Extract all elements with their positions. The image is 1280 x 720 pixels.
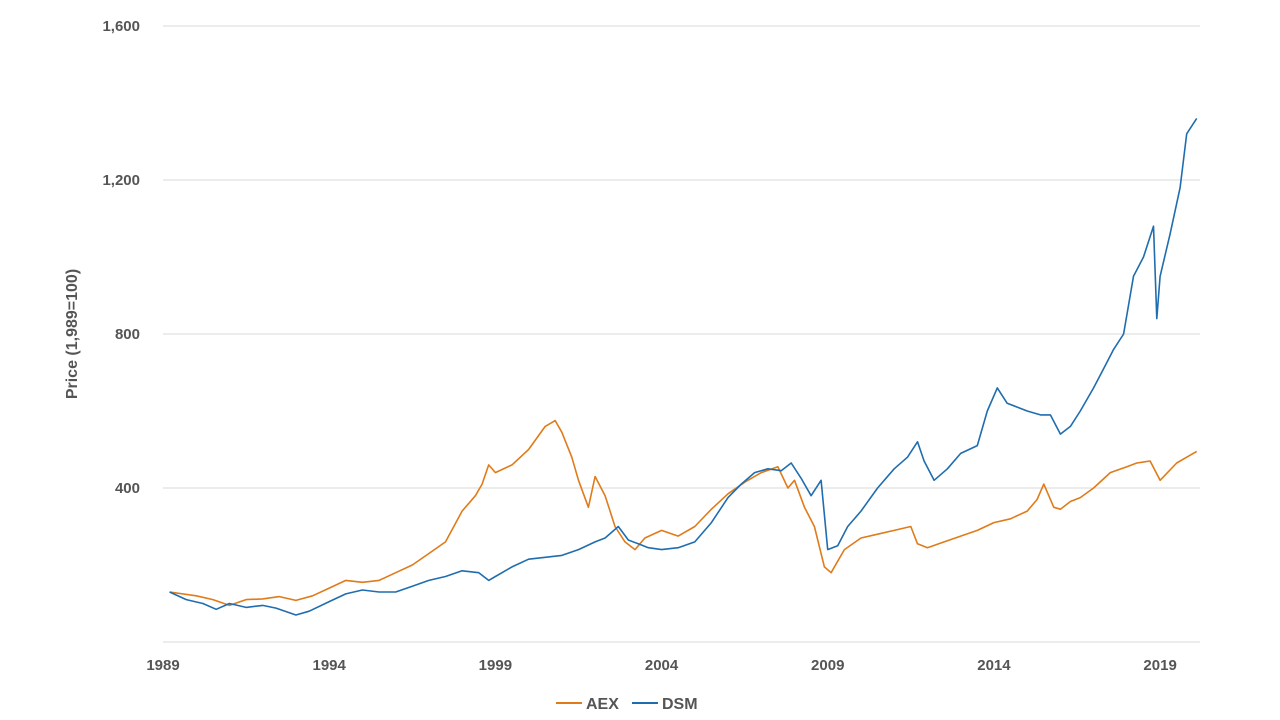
legend: AEX DSM bbox=[556, 696, 698, 713]
series-line-dsm bbox=[169, 117, 1198, 616]
x-tick-labels: 1989 1994 1999 2004 2009 2014 2019 bbox=[146, 657, 1176, 674]
x-tick-label: 2019 bbox=[1143, 657, 1176, 674]
series-lines bbox=[169, 117, 1198, 616]
y-axis-title: Price (1,989=100) bbox=[64, 269, 81, 399]
x-tick-label: 1994 bbox=[312, 657, 346, 674]
legend-label-aex: AEX bbox=[586, 696, 619, 713]
x-tick-label: 2004 bbox=[645, 657, 679, 674]
legend-label-dsm: DSM bbox=[662, 696, 698, 713]
x-tick-label: 1999 bbox=[479, 657, 512, 674]
x-tick-label: 1989 bbox=[146, 657, 179, 674]
y-tick-label: 400 bbox=[115, 480, 140, 497]
series-line-aex bbox=[169, 419, 1198, 607]
x-tick-label: 2014 bbox=[977, 657, 1011, 674]
y-tick-label: 1,200 bbox=[102, 172, 140, 189]
y-tick-labels: 400 800 1,200 1,600 bbox=[102, 18, 140, 497]
y-tick-label: 800 bbox=[115, 326, 140, 343]
gridlines bbox=[163, 25, 1200, 489]
y-tick-label: 1,600 bbox=[102, 18, 140, 35]
x-tick-label: 2009 bbox=[811, 657, 844, 674]
